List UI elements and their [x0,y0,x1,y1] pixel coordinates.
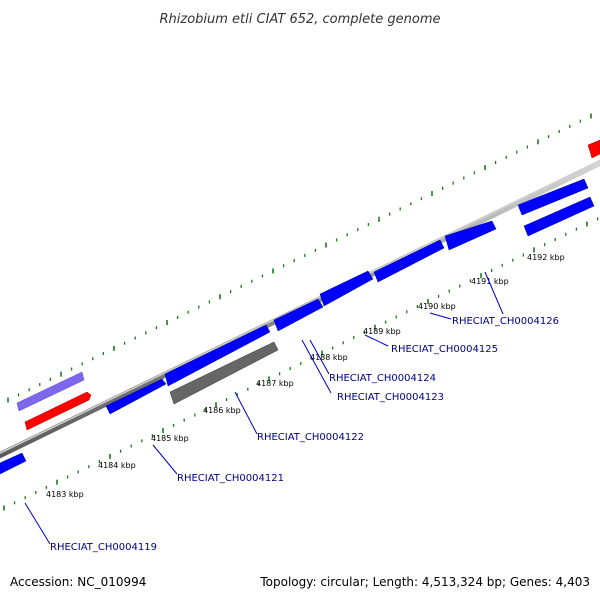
gene-label[interactable]: RHECIAT_CH0004119 [50,542,157,553]
map-title: Rhizobium etli CIAT 652, complete genome [160,12,441,27]
gene-arrow-blue-9[interactable] [523,196,595,237]
inner-strand-genes [0,178,595,475]
kbp-label: 4185 kbp [151,434,189,443]
gene-labels: RHECIAT_CH0004119 RHECIAT_CH0004121 RHEC… [50,316,559,553]
kbp-label: 4186 kbp [203,406,241,415]
gene-label[interactable]: RHECIAT_CH0004124 [329,373,436,384]
kbp-label: 4189 kbp [363,327,401,336]
gene-arrow-blue-3[interactable] [164,324,271,387]
kbp-label: 4190 kbp [418,302,456,311]
gene-arrow-blue-7[interactable] [444,220,497,251]
kbp-label: 4191 kbp [471,277,509,286]
kbp-label: 4188 kbp [310,353,348,362]
gene-label[interactable]: RHECIAT_CH0004126 [452,316,559,327]
gene-arrow-blue-1[interactable] [0,452,27,475]
gene-arrow-red-right[interactable] [587,139,600,159]
gene-leader-lines [24,271,504,545]
gene-arrow-blue-5[interactable] [319,270,374,307]
kbp-label: 4192 kbp [527,253,565,262]
gene-label[interactable]: RHECIAT_CH0004121 [177,473,284,484]
gene-arrow-blue-8[interactable] [517,178,589,216]
gene-label[interactable]: RHECIAT_CH0004122 [257,432,364,443]
gene-arrow-gray[interactable] [169,341,279,405]
kbp-label: 4184 kbp [98,461,136,470]
outer-tick-row [7,113,592,403]
gene-arrow-blue-4[interactable] [273,298,324,332]
gene-label[interactable]: RHECIAT_CH0004123 [337,392,444,403]
gene-arrow-red-left[interactable] [24,391,92,431]
kbp-label: 4183 kbp [46,490,84,499]
backbone-highlight [0,160,600,454]
kbp-label: 4187 kbp [256,379,294,388]
accession-text: Accession: NC_010994 [10,575,146,589]
outer-strand-genes [16,139,600,431]
genome-summary-text: Topology: circular; Length: 4,513,324 bp… [259,575,590,589]
gene-label[interactable]: RHECIAT_CH0004125 [391,344,498,355]
gene-arrow-blue-2[interactable] [105,378,167,415]
kbp-labels: 4183 kbp 4184 kbp 4185 kbp 4186 kbp 4187… [46,253,565,499]
gene-arrow-blue-6[interactable] [373,239,445,283]
gene-arrow-lavender[interactable] [16,371,85,412]
inner-tick-row [3,217,599,511]
